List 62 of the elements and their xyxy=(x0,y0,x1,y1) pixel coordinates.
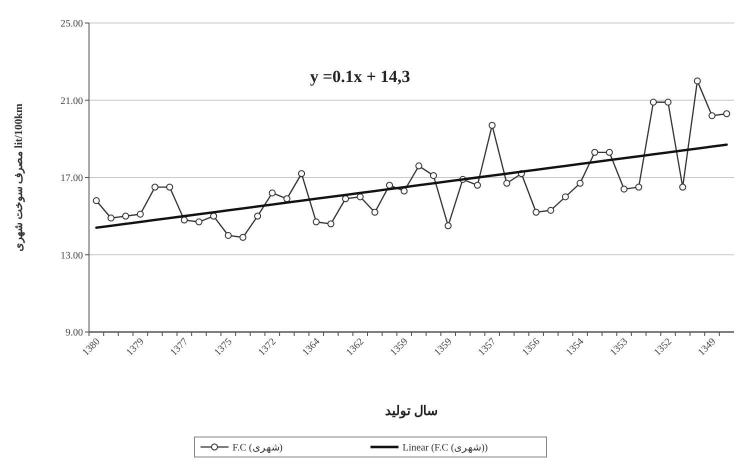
point xyxy=(298,170,306,178)
point xyxy=(635,184,642,191)
point xyxy=(327,220,334,228)
point xyxy=(107,214,114,222)
point xyxy=(444,222,452,230)
x-tick-label: 1372 xyxy=(256,336,278,358)
point xyxy=(694,77,701,84)
line-series xyxy=(95,143,728,229)
legend-label: F.C (شهری) xyxy=(232,442,283,454)
point xyxy=(664,98,672,106)
x-tick-label: 1380 xyxy=(80,336,102,358)
point xyxy=(400,188,408,195)
point xyxy=(210,212,218,220)
point xyxy=(503,180,510,187)
point xyxy=(474,182,481,189)
annotation: y =0.1x + 14,3 xyxy=(310,67,410,86)
point xyxy=(576,180,584,187)
point xyxy=(650,98,657,106)
x-tick-label: 1353 xyxy=(608,336,630,358)
point xyxy=(620,186,628,193)
point xyxy=(166,184,174,191)
x-tick-label: 1352 xyxy=(652,336,674,358)
point xyxy=(268,189,276,196)
point xyxy=(371,208,378,216)
point xyxy=(224,232,232,239)
point xyxy=(547,206,554,214)
point xyxy=(342,195,350,202)
point xyxy=(283,195,290,202)
x-tick-label: 1359 xyxy=(388,336,410,358)
point xyxy=(386,182,394,189)
point xyxy=(136,210,144,218)
x-tick-label: 1359 xyxy=(432,336,454,358)
point xyxy=(151,184,158,191)
point xyxy=(312,218,320,226)
y-tick-label: 21.00 xyxy=(60,96,83,107)
y-tick-label: 25.00 xyxy=(60,18,83,30)
point xyxy=(679,184,686,191)
point xyxy=(488,122,496,129)
point xyxy=(239,234,246,241)
point xyxy=(562,193,569,200)
y-tick-label: 17.00 xyxy=(60,173,83,184)
x-axis-title: سال تولید xyxy=(384,403,438,419)
point xyxy=(723,110,730,118)
point xyxy=(180,216,188,224)
point xyxy=(532,208,540,216)
x-tick-label: 1379 xyxy=(124,336,146,358)
point xyxy=(254,212,262,220)
y-axis-title: مصرف سوخت شهری lit/100km xyxy=(13,104,25,252)
point xyxy=(356,193,364,200)
y-tick-label: 13.00 xyxy=(60,250,83,262)
legend-label: Linear (F.C (شهری)) xyxy=(402,442,488,454)
point xyxy=(708,112,716,120)
x-tick-label: 1362 xyxy=(344,336,366,358)
point xyxy=(591,148,598,156)
point xyxy=(606,148,613,156)
point xyxy=(122,212,130,220)
point xyxy=(415,162,422,170)
x-tick-label: 1349 xyxy=(696,336,718,358)
y-tick-label: 9.00 xyxy=(66,328,83,338)
point xyxy=(195,218,202,226)
point xyxy=(430,172,437,180)
point xyxy=(92,197,100,204)
